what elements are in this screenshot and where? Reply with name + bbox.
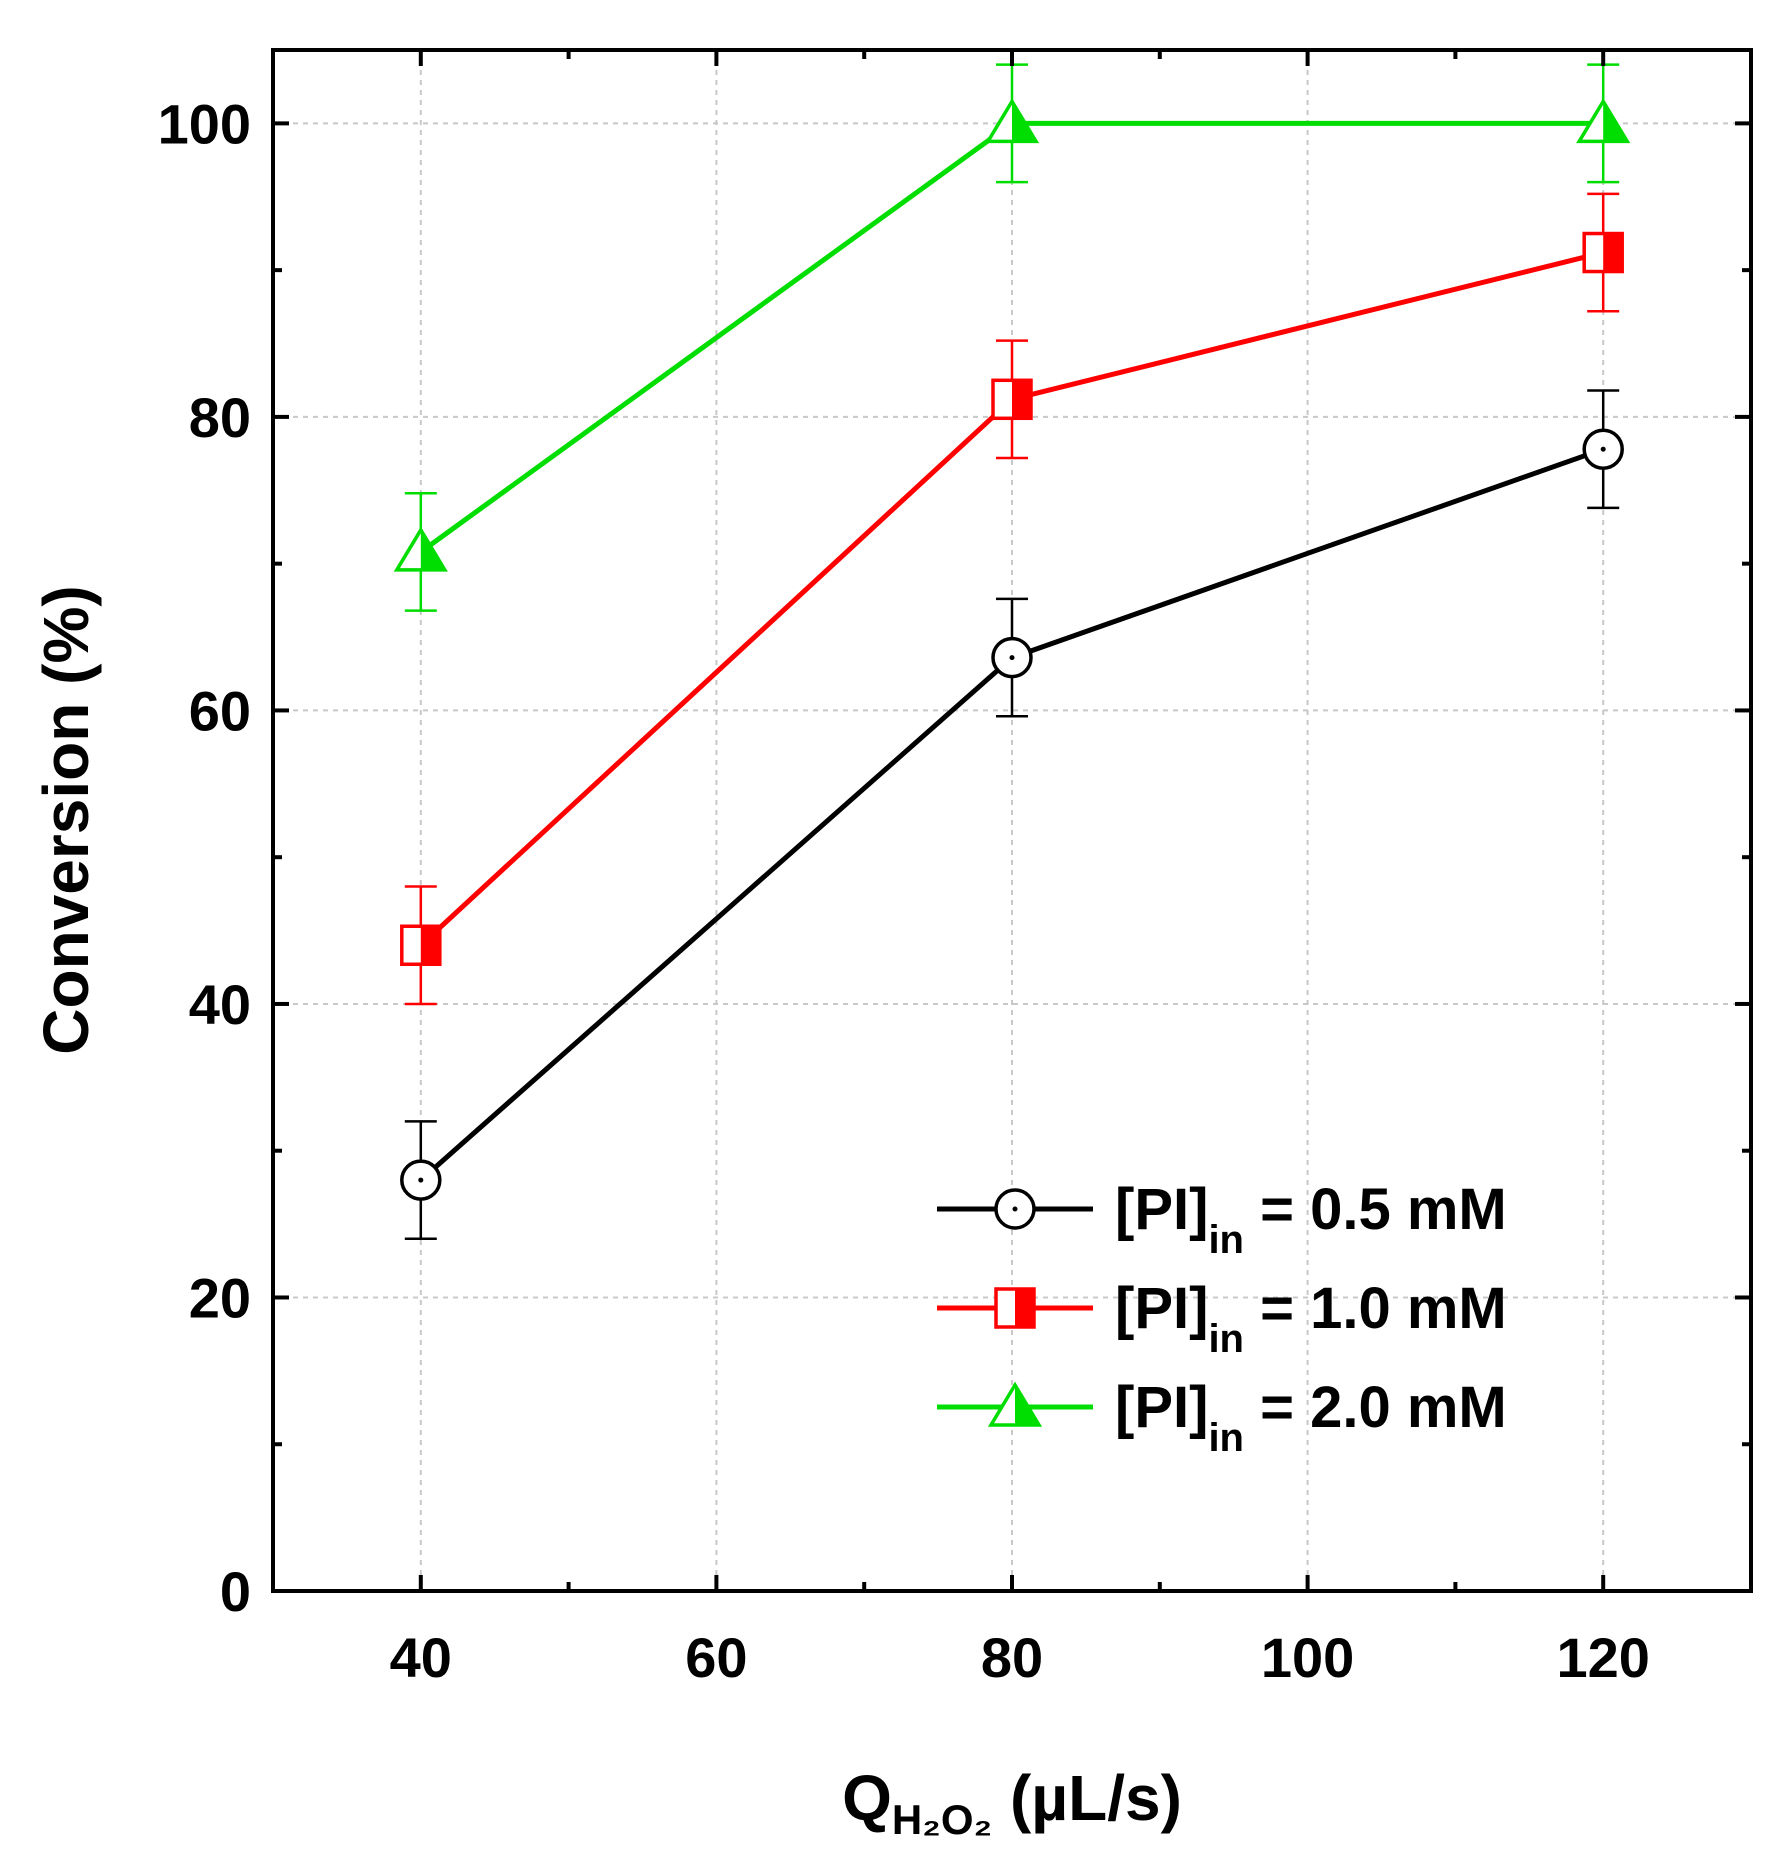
- y-tick-label: 60: [189, 679, 251, 742]
- legend-label-main: [PI]: [1115, 1276, 1208, 1341]
- legend-item-3: [PI]in = 2.0 mM: [937, 1375, 1507, 1460]
- series-2: [400, 192, 1624, 1006]
- legend-label: [PI]in = 2.0 mM: [1115, 1375, 1507, 1460]
- data-point-dot: [1009, 655, 1015, 661]
- legend-label: [PI]in = 1.0 mM: [1115, 1276, 1507, 1361]
- grid: [273, 50, 1751, 1592]
- y-tick-label: 0: [220, 1560, 251, 1623]
- axis-ticks: [273, 50, 1751, 1593]
- x-tick-label: 80: [981, 1626, 1043, 1689]
- legend-label-rest: = 0.5 mM: [1244, 1177, 1507, 1242]
- legend-label-sub: in: [1208, 1317, 1244, 1361]
- legend-marker-square-fill: [1015, 1289, 1034, 1327]
- legend-label-sub: in: [1208, 1416, 1244, 1460]
- legend-label-main: [PI]: [1115, 1177, 1208, 1242]
- series-line: [419, 120, 1604, 554]
- tick-labels: 40 60 80 100 120 0 20 40 60 80 100: [158, 92, 1650, 1689]
- legend-label-sub: in: [1208, 1218, 1244, 1262]
- y-tick-label: 80: [189, 386, 251, 449]
- data-point-triangle-fill: [1012, 101, 1036, 142]
- legend-item-2: [PI]in = 1.0 mM: [937, 1276, 1507, 1361]
- x-tick-label: 40: [390, 1626, 452, 1689]
- series-3: [393, 63, 1631, 612]
- y-tick-label: 20: [189, 1266, 251, 1329]
- legend-item-1: [PI]in = 0.5 mM: [937, 1177, 1507, 1262]
- x-axis-title: QH₂O₂ (µL/s): [842, 1762, 1182, 1843]
- data-point-square-fill: [1603, 233, 1623, 272]
- legend-label: [PI]in = 0.5 mM: [1115, 1177, 1507, 1262]
- x-axis-title-unit: (µL/s): [992, 1762, 1182, 1834]
- series-1: [400, 389, 1624, 1241]
- x-tick-label: 60: [685, 1626, 747, 1689]
- legend-marker-triangle-fill: [1015, 1385, 1039, 1425]
- data-point-dot: [418, 1177, 424, 1183]
- data-point-triangle-fill: [1603, 101, 1628, 142]
- y-tick-label: 40: [189, 973, 251, 1036]
- data-point-dot: [1600, 446, 1606, 452]
- x-axis-title-sub: H₂O₂: [892, 1796, 992, 1843]
- y-tick-label: 100: [158, 92, 251, 155]
- data-point-square-fill: [1012, 380, 1031, 419]
- x-tick-label: 120: [1556, 1626, 1649, 1689]
- data-point-triangle-fill: [420, 529, 445, 570]
- legend: [PI]in = 0.5 mM[PI]in = 1.0 mM[PI]in = 2…: [937, 1177, 1507, 1460]
- legend-label-rest: = 2.0 mM: [1244, 1375, 1507, 1440]
- x-axis-title-main: Q: [842, 1762, 892, 1834]
- legend-label-main: [PI]: [1115, 1375, 1208, 1440]
- x-tick-label: 100: [1261, 1626, 1354, 1689]
- legend-marker-dot: [1012, 1206, 1018, 1212]
- y-axis-title: Conversion (%): [30, 585, 102, 1054]
- series-layer: [393, 63, 1631, 1241]
- data-point-square-fill: [420, 926, 440, 965]
- legend-label-rest: = 1.0 mM: [1244, 1276, 1507, 1341]
